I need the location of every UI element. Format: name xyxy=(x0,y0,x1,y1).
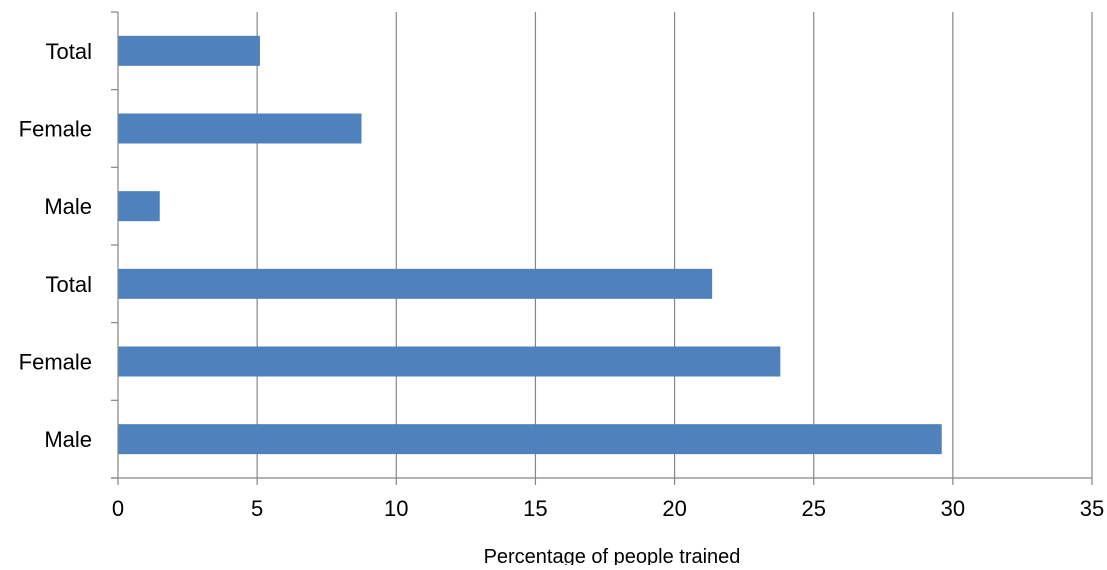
x-tick-label: 35 xyxy=(1080,496,1104,521)
category-label: Female xyxy=(19,117,92,142)
x-tick-label: 25 xyxy=(801,496,825,521)
x-tick-label: 30 xyxy=(941,496,965,521)
bar xyxy=(118,424,942,455)
bars xyxy=(118,35,942,455)
axes xyxy=(111,11,1093,485)
category-labels: Male Female Total Male Female Total xyxy=(19,39,92,452)
category-label: Total xyxy=(46,272,92,297)
x-tick-label: 20 xyxy=(662,496,686,521)
bar xyxy=(118,191,160,222)
category-label: Male xyxy=(44,427,92,452)
x-tick-label: 10 xyxy=(384,496,408,521)
x-tick-label: 5 xyxy=(251,496,263,521)
category-label: Female xyxy=(19,350,92,375)
x-tick-labels: 0 5 10 15 20 25 30 35 xyxy=(112,496,1104,521)
x-axis-title: Percentage of people trained xyxy=(484,546,741,565)
x-tick-label: 0 xyxy=(112,496,124,521)
bar xyxy=(118,268,713,299)
bar xyxy=(118,113,362,144)
x-tick-label: 15 xyxy=(523,496,547,521)
category-label: Total xyxy=(46,39,92,64)
bar xyxy=(118,346,781,377)
bar xyxy=(118,35,260,66)
gridlines xyxy=(256,12,1093,478)
category-label: Male xyxy=(44,194,92,219)
